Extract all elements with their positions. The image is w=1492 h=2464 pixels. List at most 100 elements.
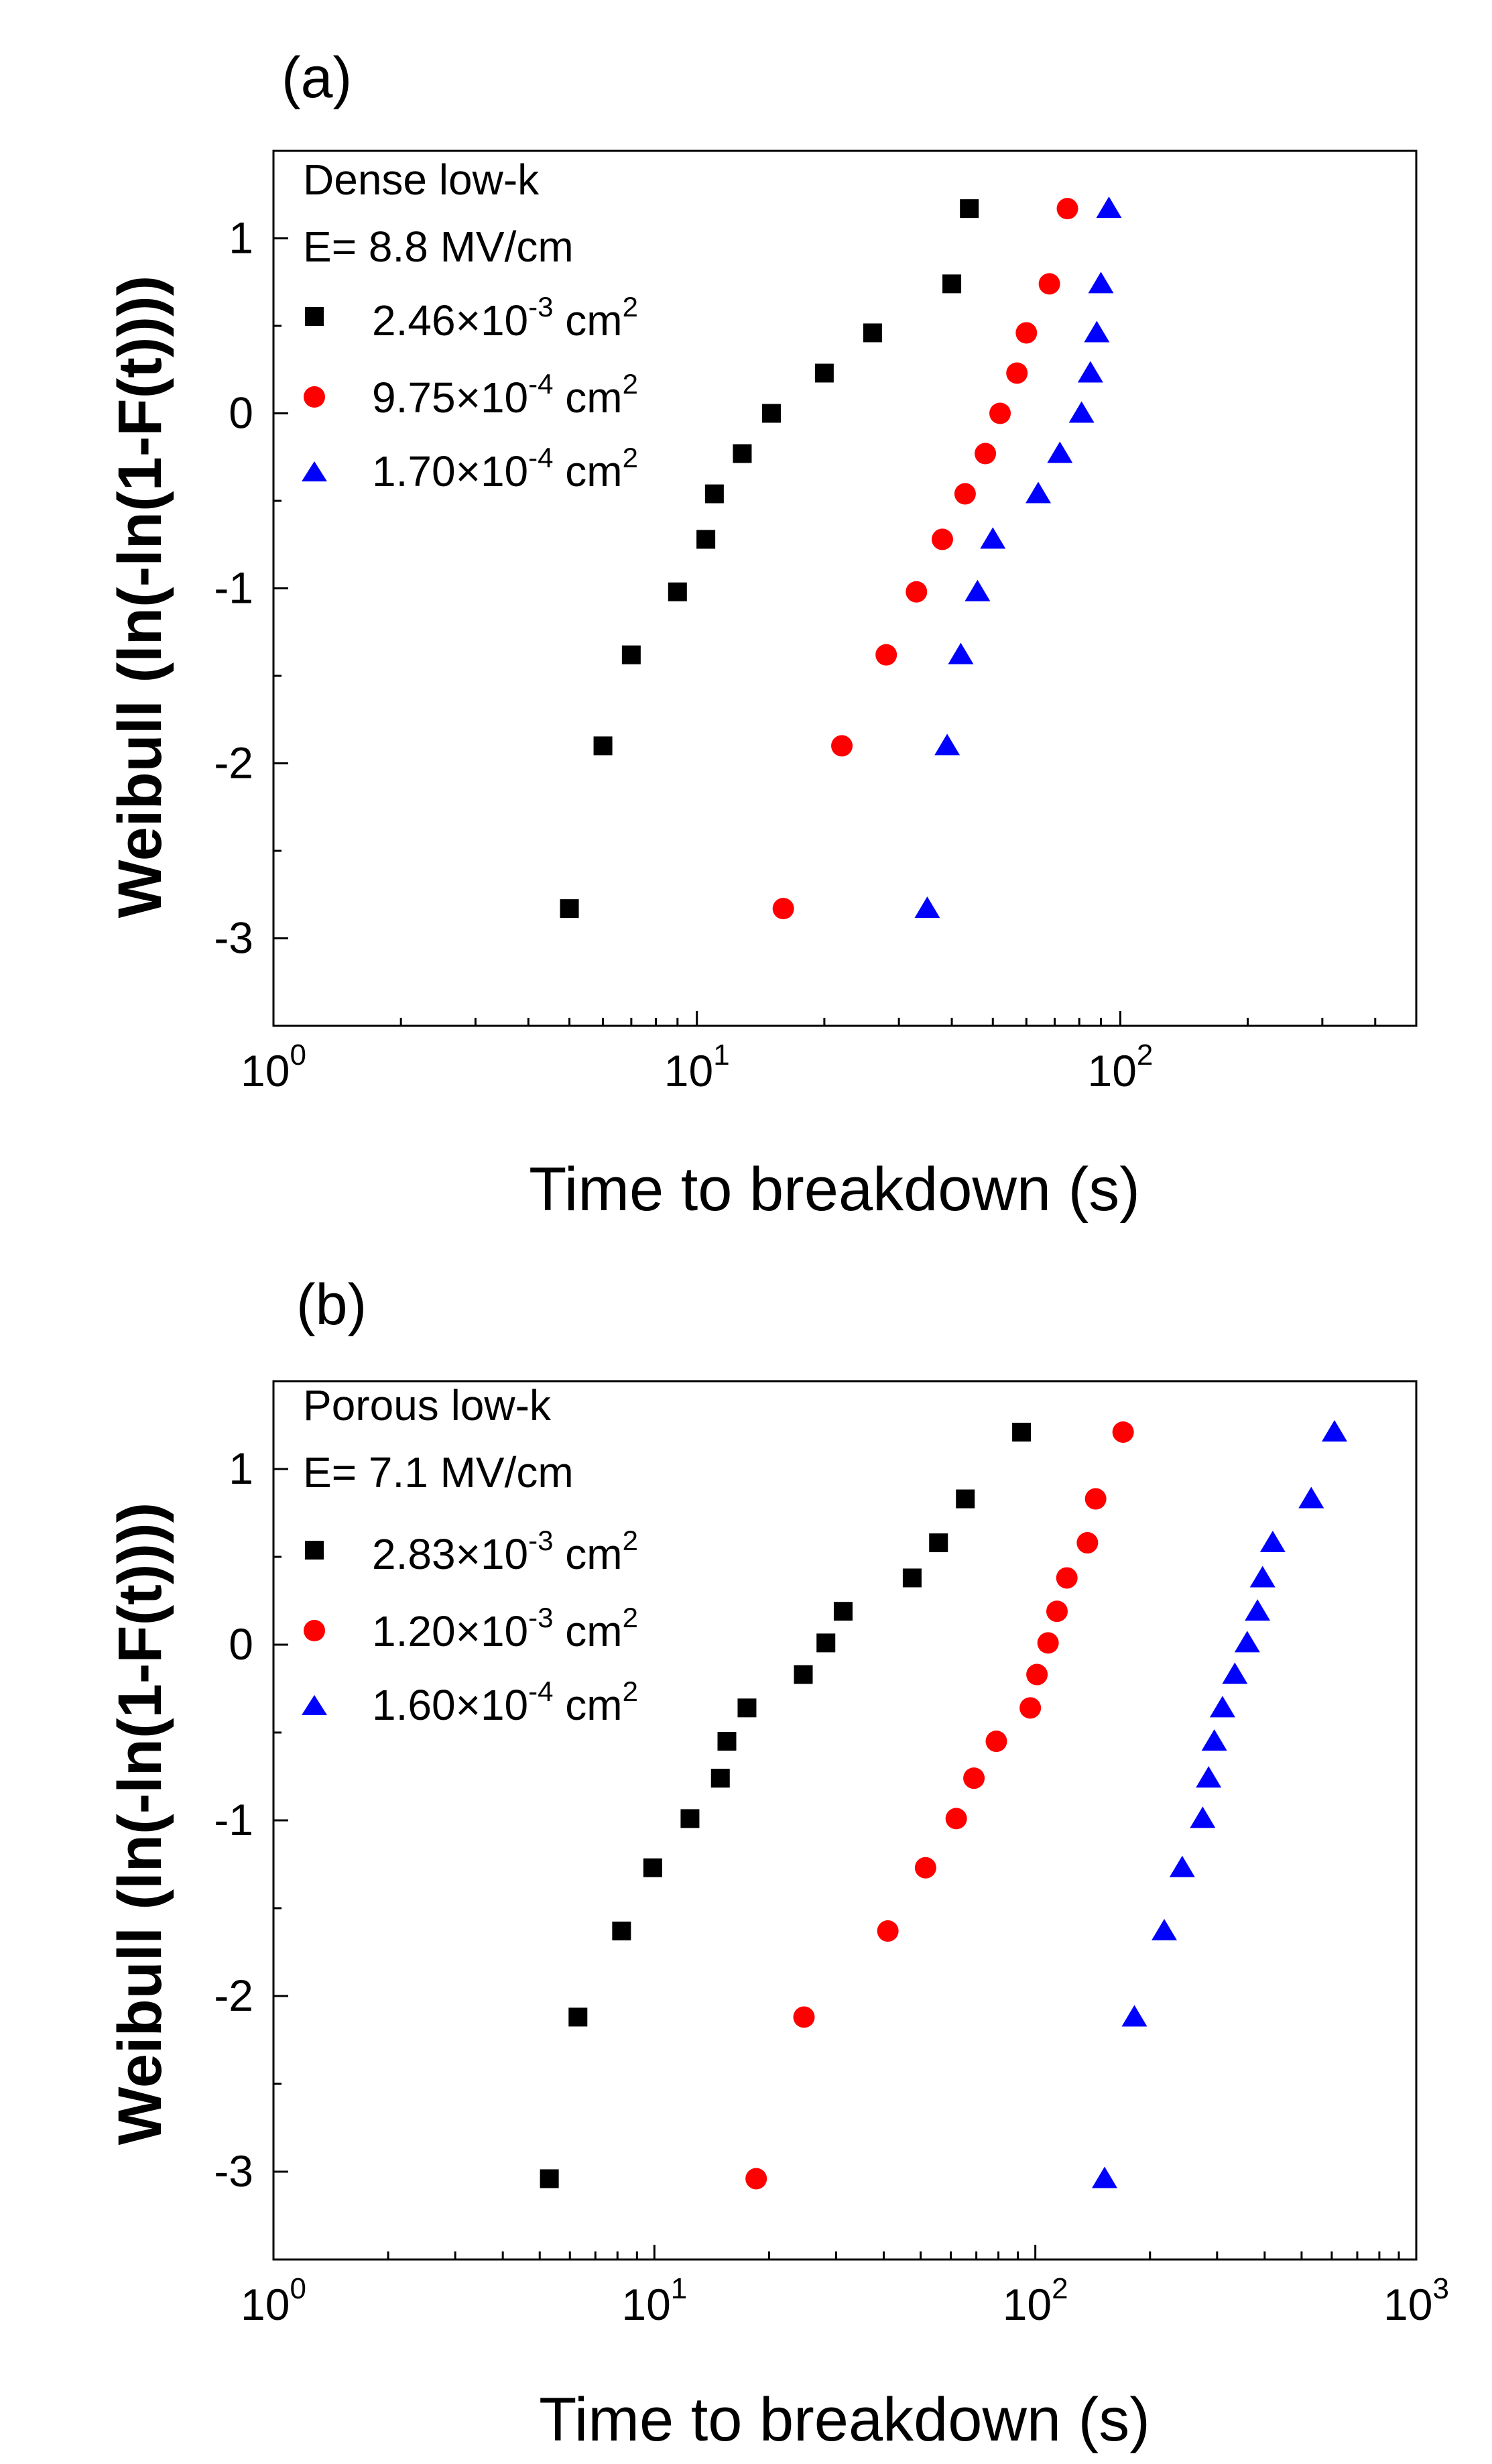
panel-b-series-1-point bbox=[1012, 1422, 1032, 1442]
panel-a-series-2-point bbox=[906, 581, 928, 603]
panel-a-series-3-point bbox=[914, 896, 940, 919]
panel-a-series-2-point bbox=[989, 402, 1011, 424]
panel-b-series-1-point bbox=[737, 1698, 757, 1718]
panel-b-series-3-point bbox=[1222, 1662, 1248, 1684]
panel-b-series-3-point bbox=[1245, 1599, 1271, 1621]
legend-unit: cm bbox=[553, 447, 622, 495]
panel-a-series-3-point bbox=[934, 734, 960, 756]
panel-b-series-1-point bbox=[833, 1602, 853, 1621]
panel-b-series-2-point bbox=[745, 2168, 767, 2190]
panel-a-axes-frame bbox=[272, 150, 1418, 1027]
panel-b-series-2-point bbox=[1112, 1421, 1134, 1443]
panel-a-series-3-point bbox=[1084, 320, 1110, 343]
panel-b-legend-title: Porous low-k bbox=[303, 1381, 552, 1429]
panel-b-label: (b) bbox=[296, 1273, 367, 1337]
panel-a-y-tick-label: -1 bbox=[214, 563, 253, 613]
panel-a-x-axis-title: Time to breakdown (s) bbox=[529, 1155, 1140, 1224]
panel-a-legend-entry-1: 2.46×10-3 cm2 bbox=[305, 291, 638, 345]
panel-a-y-tick-label: -2 bbox=[214, 738, 253, 788]
x-tick-exponent: 0 bbox=[290, 2272, 306, 2305]
panel-b-series-3-point bbox=[1190, 1806, 1216, 1828]
panel-b-series-3-point bbox=[1196, 1766, 1222, 1788]
panel-a-series-1-point bbox=[696, 530, 716, 549]
x-tick-base: 10 bbox=[1383, 2280, 1432, 2329]
panel-b-legend-entry-3: 1.60×10-4 cm2 bbox=[302, 1676, 638, 1729]
panel-a-series-2-point bbox=[831, 735, 853, 757]
panel-a-series-2-point bbox=[1038, 273, 1060, 295]
panel-a-series-2-point bbox=[1056, 198, 1078, 220]
legend-unit-exponent: 2 bbox=[623, 1525, 638, 1556]
x-tick-exponent: 1 bbox=[713, 1039, 729, 1071]
panel-b-x-tick-label: 101 bbox=[621, 2272, 687, 2329]
panel-b-legend-entry-1: 2.83×10-3 cm2 bbox=[305, 1525, 638, 1578]
panel-b-series-2-point bbox=[1046, 1600, 1068, 1623]
panel-a-series-3-point bbox=[1077, 361, 1103, 383]
panel-a-series-1-point bbox=[668, 582, 687, 601]
panel-b-series-3-point bbox=[1169, 1855, 1195, 1877]
panel-b-series-3-point bbox=[1321, 1419, 1347, 1442]
panel-b-series-1-point bbox=[929, 1533, 948, 1553]
legend-triangle-marker bbox=[302, 1695, 327, 1715]
panel-b-series-2-point bbox=[963, 1767, 985, 1790]
panel-b-series-1-point bbox=[902, 1568, 922, 1588]
legend-square-marker bbox=[305, 307, 324, 326]
legend-unit: cm bbox=[553, 373, 622, 422]
panel-b-series-2-point bbox=[877, 1920, 899, 1942]
panel-b-series-1-point bbox=[643, 1858, 662, 1877]
panel-b-series-2-point bbox=[793, 2006, 815, 2028]
svg-text:1.60×10-4 cm2: 1.60×10-4 cm2 bbox=[372, 1676, 638, 1729]
panel-a-legend-entry-2: 9.75×10-4 cm2 bbox=[304, 368, 638, 422]
panel-b-series-3-point bbox=[1234, 1631, 1260, 1653]
panel-a-series-3-point bbox=[1068, 401, 1095, 423]
panel-b-x-tick-label: 103 bbox=[1383, 2272, 1449, 2329]
legend-label: 9.75×10 bbox=[372, 373, 528, 422]
panel-a-series-3-point bbox=[1088, 272, 1114, 294]
legend-unit: cm bbox=[553, 1681, 622, 1729]
x-tick-exponent: 3 bbox=[1432, 2272, 1448, 2305]
panel-b-series-1-point bbox=[680, 1809, 700, 1828]
legend-exponent: -4 bbox=[528, 442, 553, 473]
panel-a-series-1-point bbox=[593, 736, 613, 756]
legend-circle-marker bbox=[304, 386, 325, 408]
panel-b-series-2-point bbox=[1084, 1488, 1107, 1510]
panel-a-y-tick-label: 0 bbox=[229, 388, 253, 438]
panel-b-y-tick-label: -2 bbox=[214, 1971, 253, 2020]
x-tick-base: 10 bbox=[1003, 2280, 1052, 2329]
legend-exponent: -3 bbox=[528, 1602, 553, 1633]
panel-b-series-1-point bbox=[956, 1489, 975, 1509]
x-tick-base: 10 bbox=[241, 2280, 290, 2329]
panel-b-series-1-point bbox=[568, 2007, 588, 2027]
panel-a-series-2-point bbox=[975, 443, 997, 465]
panel-b-series-2-point bbox=[1056, 1567, 1078, 1589]
x-tick-base: 10 bbox=[664, 1046, 713, 1096]
svg-text:2.83×10-3 cm2: 2.83×10-3 cm2 bbox=[372, 1525, 638, 1578]
legend-label: 2.83×10 bbox=[372, 1530, 528, 1578]
panel-a-series-1-point bbox=[733, 444, 752, 463]
legend-unit-exponent: 2 bbox=[623, 1602, 638, 1633]
panel-b-legend-field: E= 7.1 MV/cm bbox=[303, 1448, 574, 1497]
panel-b-y-tick-label: 1 bbox=[229, 1444, 253, 1493]
panel-a-series-3-point bbox=[965, 579, 991, 601]
panel-b-y-axis-title: Weibull (ln(-ln(1-F(t)))) bbox=[106, 1503, 174, 2146]
panel-b-series-1-point bbox=[794, 1665, 813, 1684]
panel-b-y-tick-label: -1 bbox=[214, 1795, 253, 1844]
panel-a-x-tick-label: 100 bbox=[241, 1039, 306, 1096]
panel-b-series-1-point bbox=[612, 1922, 631, 1941]
legend-unit-exponent: 2 bbox=[623, 291, 638, 322]
panel-a-series-1-point bbox=[942, 274, 962, 294]
panel-a-series-2-point bbox=[1006, 362, 1028, 384]
panel-b-series-2-point bbox=[914, 1857, 936, 1879]
legend-label: 1.20×10 bbox=[372, 1607, 528, 1655]
panel-b-series-3-point bbox=[1259, 1531, 1286, 1553]
panel-b-series-3-point bbox=[1249, 1566, 1276, 1588]
panel-a-series-3-point bbox=[1047, 441, 1073, 463]
legend-square-marker bbox=[305, 1541, 324, 1560]
panel-a-series-2-point bbox=[772, 898, 794, 920]
legend-unit-exponent: 2 bbox=[623, 1676, 638, 1707]
x-tick-exponent: 1 bbox=[671, 2272, 687, 2305]
x-tick-base: 10 bbox=[1087, 1046, 1136, 1096]
